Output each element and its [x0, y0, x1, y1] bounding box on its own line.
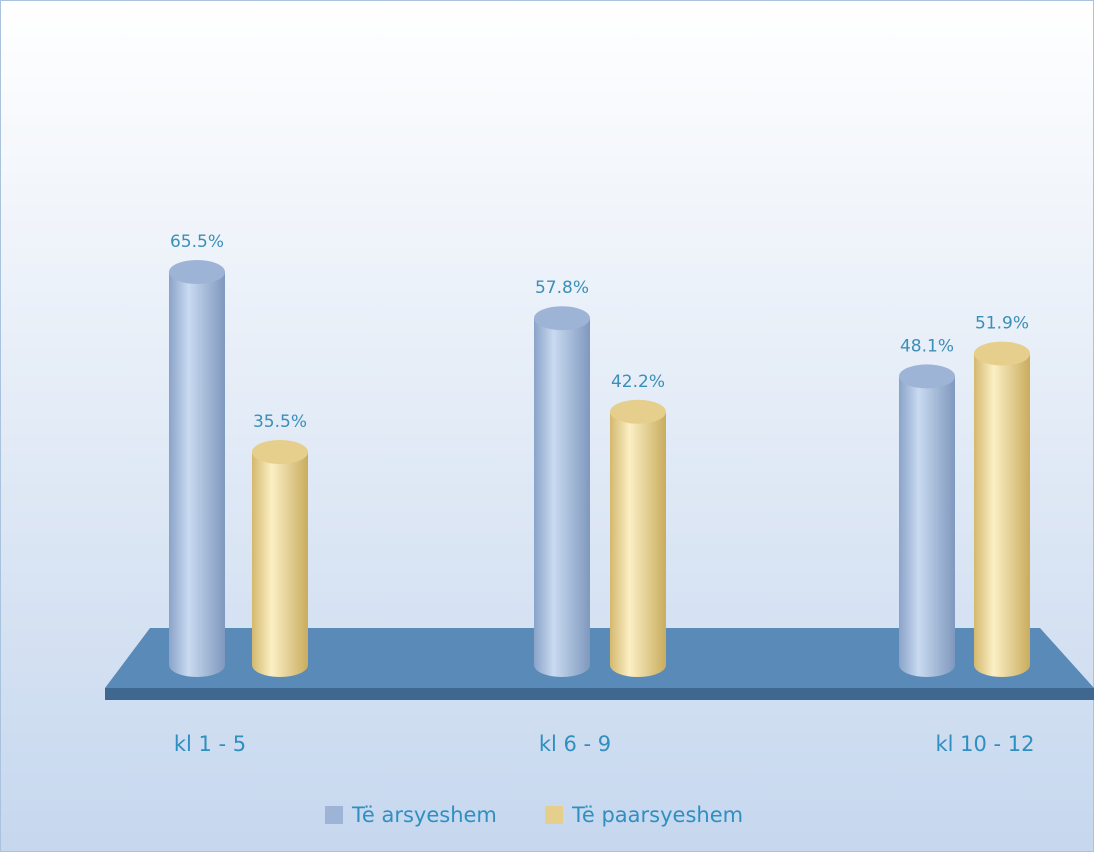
- floor: [105, 628, 1094, 688]
- cylinder-top: [534, 306, 590, 331]
- x-tick-label: kl 6 - 9: [539, 732, 611, 756]
- cylinder-top: [899, 364, 955, 389]
- bar: [610, 411, 666, 665]
- legend-swatch: [325, 806, 343, 824]
- cylinder-top: [169, 260, 225, 284]
- value-label: 35.5%: [253, 412, 307, 432]
- value-label: 65.5%: [170, 232, 224, 252]
- bar: [974, 353, 1030, 665]
- value-label: 48.1%: [900, 336, 954, 356]
- floor-edge: [105, 688, 1094, 700]
- cylinder-top: [974, 341, 1030, 366]
- bar: [169, 272, 225, 665]
- bar: [899, 376, 955, 665]
- cylinder-top: [610, 399, 666, 424]
- bar: [252, 452, 308, 665]
- legend-label: Të paarsyeshem: [571, 803, 743, 827]
- x-tick-label: kl 1 - 5: [174, 732, 246, 756]
- value-label: 57.8%: [535, 278, 589, 298]
- value-label: 51.9%: [975, 314, 1029, 334]
- legend-label: Të arsyeshem: [351, 803, 497, 827]
- x-tick-label: kl 10 - 12: [935, 732, 1034, 756]
- legend-swatch: [545, 806, 563, 824]
- value-label: 42.2%: [611, 372, 665, 392]
- cylinder-top: [252, 440, 308, 464]
- bar: [534, 318, 590, 665]
